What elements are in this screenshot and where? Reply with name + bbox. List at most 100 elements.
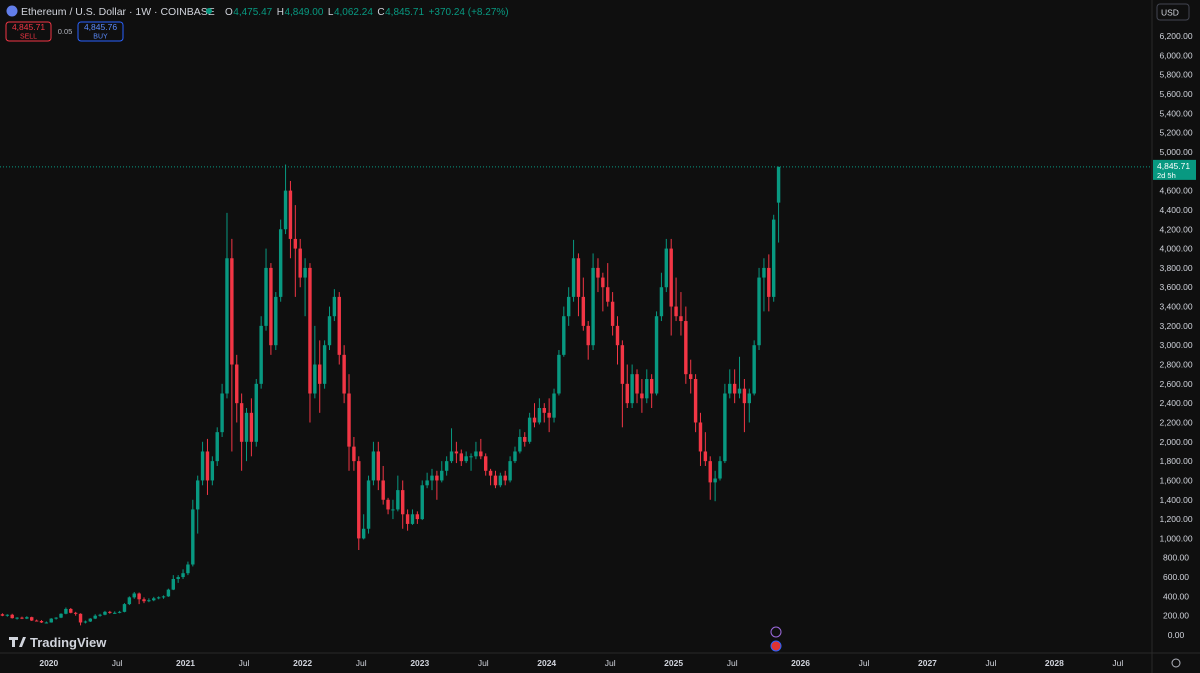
candle-body xyxy=(337,296,341,355)
y-tick-label: 5,000.00 xyxy=(1159,147,1192,157)
y-tick-label: 4,000.00 xyxy=(1159,244,1192,254)
candle-body xyxy=(10,614,14,619)
candle-body xyxy=(357,461,361,539)
candle-body xyxy=(767,267,771,297)
candle-body xyxy=(322,345,327,384)
candle-body xyxy=(137,593,141,600)
candle-body xyxy=(620,345,625,384)
event-icon[interactable] xyxy=(770,640,782,652)
candle-body xyxy=(576,258,581,297)
candle-body xyxy=(679,316,683,322)
candle-body xyxy=(195,480,200,510)
y-tick-label: 4,200.00 xyxy=(1159,224,1192,234)
candle-body xyxy=(39,621,44,623)
candle-body xyxy=(327,316,332,346)
candle-body xyxy=(762,267,766,278)
candle-body xyxy=(401,490,405,515)
symbol-title: Ethereum / U.S. Dollar · 1W · COINBASE xyxy=(21,6,215,18)
candle-body xyxy=(625,383,629,404)
candle-body xyxy=(308,267,312,394)
y-tick-label: 1,200.00 xyxy=(1159,514,1192,524)
candle-body xyxy=(571,258,576,297)
candle-body xyxy=(415,514,420,520)
sell-button[interactable] xyxy=(5,21,52,42)
last-price-tag xyxy=(1153,159,1196,180)
candle-body xyxy=(737,388,742,394)
y-tick-label: 0.00 xyxy=(1168,630,1185,640)
candle-body xyxy=(293,238,298,249)
candle-body xyxy=(718,461,722,479)
candle-body xyxy=(703,451,708,462)
candle-body xyxy=(152,598,156,601)
candle-body xyxy=(474,451,478,457)
candle-body xyxy=(220,393,224,433)
y-tick-label: 1,600.00 xyxy=(1159,475,1192,485)
x-tick-label: 2021 xyxy=(176,658,195,668)
ohlc-legend: O 4,475.47 H 4,849.00 L 4,062.24 C 4,845.71 +370… xyxy=(225,7,509,18)
candle-body xyxy=(34,620,39,622)
candle-body xyxy=(225,258,229,394)
buy-label: BUY xyxy=(93,34,108,41)
x-tick-label: Jul xyxy=(112,658,123,668)
y-tick-label: 2,800.00 xyxy=(1159,360,1192,370)
candle-body xyxy=(347,393,351,447)
candle-body xyxy=(464,456,468,462)
candle-body xyxy=(20,617,24,619)
candle-body xyxy=(361,528,366,539)
y-tick-label: 6,200.00 xyxy=(1159,31,1192,41)
y-tick-label: 4,600.00 xyxy=(1159,186,1192,196)
x-tick-label: Jul xyxy=(478,658,489,668)
candle-body xyxy=(44,622,49,624)
candle-body xyxy=(30,617,34,621)
candle-body xyxy=(171,578,175,590)
y-tick-label: 3,600.00 xyxy=(1159,282,1192,292)
buy-button[interactable] xyxy=(77,21,124,42)
y-tick-label: 2,000.00 xyxy=(1159,437,1192,447)
y-tick-label: 3,000.00 xyxy=(1159,340,1192,350)
candle-body xyxy=(352,446,356,462)
candle-body xyxy=(776,166,781,203)
candle-body xyxy=(649,379,654,394)
candle-body xyxy=(664,248,669,288)
ohlc-value: 4,062.24 xyxy=(334,7,373,18)
candle-body xyxy=(654,316,659,394)
candle-body xyxy=(410,514,415,524)
candle-body xyxy=(518,436,522,452)
ohlc-change: +370.24 (+8.27%) xyxy=(429,7,509,18)
candle-body xyxy=(283,190,288,230)
market-status xyxy=(206,8,212,14)
currency-button[interactable] xyxy=(1156,3,1190,21)
y-tick-label: 5,200.00 xyxy=(1159,128,1192,138)
candle-body xyxy=(557,354,561,394)
candle-body xyxy=(610,301,615,326)
settings-icon[interactable] xyxy=(1171,658,1181,668)
candle-body xyxy=(83,621,88,623)
candle-body xyxy=(259,325,263,384)
candle-body xyxy=(78,613,83,623)
candle-body xyxy=(537,407,542,423)
candle-body xyxy=(444,461,449,471)
candle-body xyxy=(405,514,410,524)
candle-body xyxy=(430,475,434,481)
candle-body xyxy=(586,325,590,346)
candle-body xyxy=(488,470,493,476)
sell-label: SELL xyxy=(20,34,37,41)
candle-body xyxy=(601,277,605,288)
event-icon[interactable] xyxy=(770,626,782,638)
x-tick-label: 2025 xyxy=(664,658,683,668)
candle-body xyxy=(5,614,10,616)
candle-body xyxy=(215,432,219,462)
candle-body xyxy=(479,451,483,457)
candle-body xyxy=(254,383,258,442)
candle-body xyxy=(498,475,503,486)
candle-body xyxy=(635,374,639,394)
candle-body xyxy=(615,325,620,346)
candle-body xyxy=(713,478,717,483)
candle-body xyxy=(54,617,58,619)
x-tick-label: 2027 xyxy=(918,658,937,668)
candle-body xyxy=(425,480,429,486)
y-tick-label: 800.00 xyxy=(1163,553,1189,563)
logo-icon xyxy=(9,637,26,647)
candle-body xyxy=(449,451,454,462)
spread: 0.05 xyxy=(58,27,73,36)
